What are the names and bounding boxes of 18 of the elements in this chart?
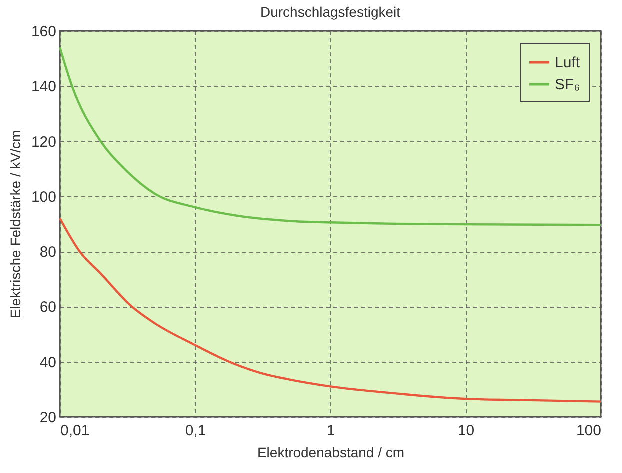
x-axis-title: Elektrodenabstand / cm — [257, 444, 405, 460]
x-tick-label: 10 — [458, 422, 475, 440]
x-tick-label: 0,01 — [60, 422, 90, 440]
legend-label: SF₆ — [555, 76, 580, 94]
y-tick-label: 120 — [31, 134, 56, 151]
y-tick-label: 140 — [31, 78, 56, 96]
x-tick-label: 0,1 — [185, 422, 206, 440]
x-tick-label: 100 — [576, 422, 602, 440]
x-tick-label: 1 — [326, 422, 336, 440]
chart-title: Durchschlagsfestigkeit — [260, 4, 401, 20]
y-axis-title: Elektrische Feldstärke / kV/cm — [7, 130, 24, 319]
y-tick-label: 20 — [40, 410, 56, 426]
y-tick-label: 80 — [40, 244, 56, 262]
y-tick-label: 60 — [40, 299, 56, 316]
legend-label: Luft — [555, 54, 581, 72]
y-tick-label: 40 — [40, 354, 56, 372]
y-tick-label: 100 — [31, 188, 56, 206]
y-tick-label: 160 — [31, 24, 56, 40]
